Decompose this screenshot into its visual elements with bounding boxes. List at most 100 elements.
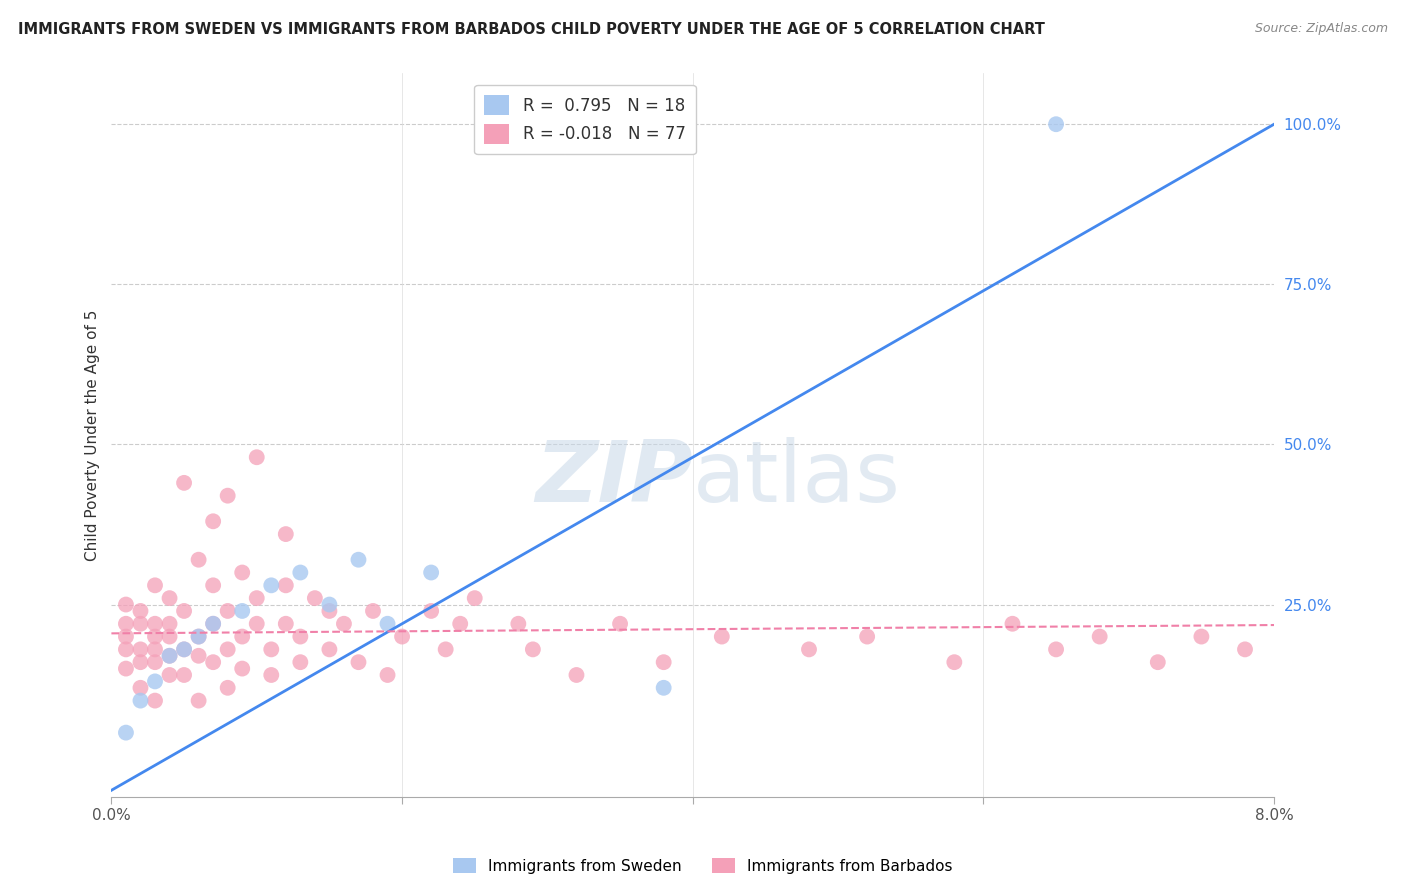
Point — [115, 725, 138, 739]
Legend: Immigrants from Sweden, Immigrants from Barbados: Immigrants from Sweden, Immigrants from … — [447, 852, 959, 880]
Point — [260, 668, 283, 682]
Point — [159, 668, 181, 682]
Text: IMMIGRANTS FROM SWEDEN VS IMMIGRANTS FROM BARBADOS CHILD POVERTY UNDER THE AGE O: IMMIGRANTS FROM SWEDEN VS IMMIGRANTS FRO… — [18, 22, 1045, 37]
Point — [1045, 117, 1067, 131]
Point — [377, 668, 399, 682]
Point — [260, 642, 283, 657]
Point — [115, 642, 138, 657]
Point — [173, 668, 195, 682]
Legend: R =  0.795   N = 18, R = -0.018   N = 77: R = 0.795 N = 18, R = -0.018 N = 77 — [474, 85, 696, 154]
Point — [420, 604, 443, 618]
Point — [710, 630, 733, 644]
Text: atlas: atlas — [693, 437, 901, 520]
Point — [274, 527, 297, 541]
Point — [943, 655, 966, 669]
Point — [609, 616, 631, 631]
Point — [173, 475, 195, 490]
Point — [202, 655, 225, 669]
Y-axis label: Child Poverty Under the Age of 5: Child Poverty Under the Age of 5 — [86, 310, 100, 560]
Point — [856, 630, 879, 644]
Text: Source: ZipAtlas.com: Source: ZipAtlas.com — [1254, 22, 1388, 36]
Point — [274, 578, 297, 592]
Point — [115, 662, 138, 676]
Point — [1189, 630, 1212, 644]
Point — [231, 566, 253, 580]
Point — [143, 693, 166, 707]
Point — [173, 642, 195, 657]
Point — [797, 642, 820, 657]
Point — [652, 655, 675, 669]
Point — [274, 616, 297, 631]
Point — [231, 604, 253, 618]
Point — [143, 655, 166, 669]
Point — [159, 648, 181, 663]
Point — [143, 630, 166, 644]
Point — [231, 630, 253, 644]
Point — [202, 616, 225, 631]
Point — [449, 616, 471, 631]
Point — [159, 591, 181, 606]
Point — [115, 630, 138, 644]
Point — [246, 591, 269, 606]
Point — [260, 578, 283, 592]
Point — [129, 681, 152, 695]
Point — [129, 693, 152, 707]
Point — [129, 655, 152, 669]
Point — [1233, 642, 1256, 657]
Point — [522, 642, 544, 657]
Point — [1146, 655, 1168, 669]
Point — [187, 648, 209, 663]
Point — [202, 514, 225, 528]
Point — [290, 630, 312, 644]
Point — [508, 117, 530, 131]
Point — [115, 598, 138, 612]
Point — [129, 642, 152, 657]
Point — [202, 616, 225, 631]
Point — [290, 655, 312, 669]
Point — [143, 642, 166, 657]
Point — [1001, 616, 1024, 631]
Point — [143, 578, 166, 592]
Point — [129, 616, 152, 631]
Point — [1045, 642, 1067, 657]
Point — [217, 489, 239, 503]
Point — [246, 616, 269, 631]
Point — [464, 591, 486, 606]
Point — [377, 616, 399, 631]
Point — [187, 630, 209, 644]
Point — [1088, 630, 1111, 644]
Point — [159, 616, 181, 631]
Point — [347, 655, 370, 669]
Point — [434, 642, 457, 657]
Point — [246, 450, 269, 465]
Point — [217, 604, 239, 618]
Point — [304, 591, 326, 606]
Point — [551, 117, 574, 131]
Point — [361, 604, 384, 618]
Point — [347, 552, 370, 566]
Point — [391, 630, 413, 644]
Point — [420, 566, 443, 580]
Point — [318, 604, 340, 618]
Point — [318, 598, 340, 612]
Point — [173, 604, 195, 618]
Point — [217, 681, 239, 695]
Text: ZIP: ZIP — [536, 437, 693, 520]
Point — [333, 616, 356, 631]
Point — [508, 616, 530, 631]
Point — [187, 552, 209, 566]
Point — [143, 674, 166, 689]
Point — [231, 662, 253, 676]
Point — [115, 616, 138, 631]
Point — [159, 630, 181, 644]
Point — [129, 604, 152, 618]
Point — [187, 630, 209, 644]
Point — [290, 566, 312, 580]
Point — [565, 668, 588, 682]
Point — [318, 642, 340, 657]
Point — [202, 578, 225, 592]
Point — [159, 648, 181, 663]
Point — [143, 616, 166, 631]
Point — [217, 642, 239, 657]
Point — [652, 681, 675, 695]
